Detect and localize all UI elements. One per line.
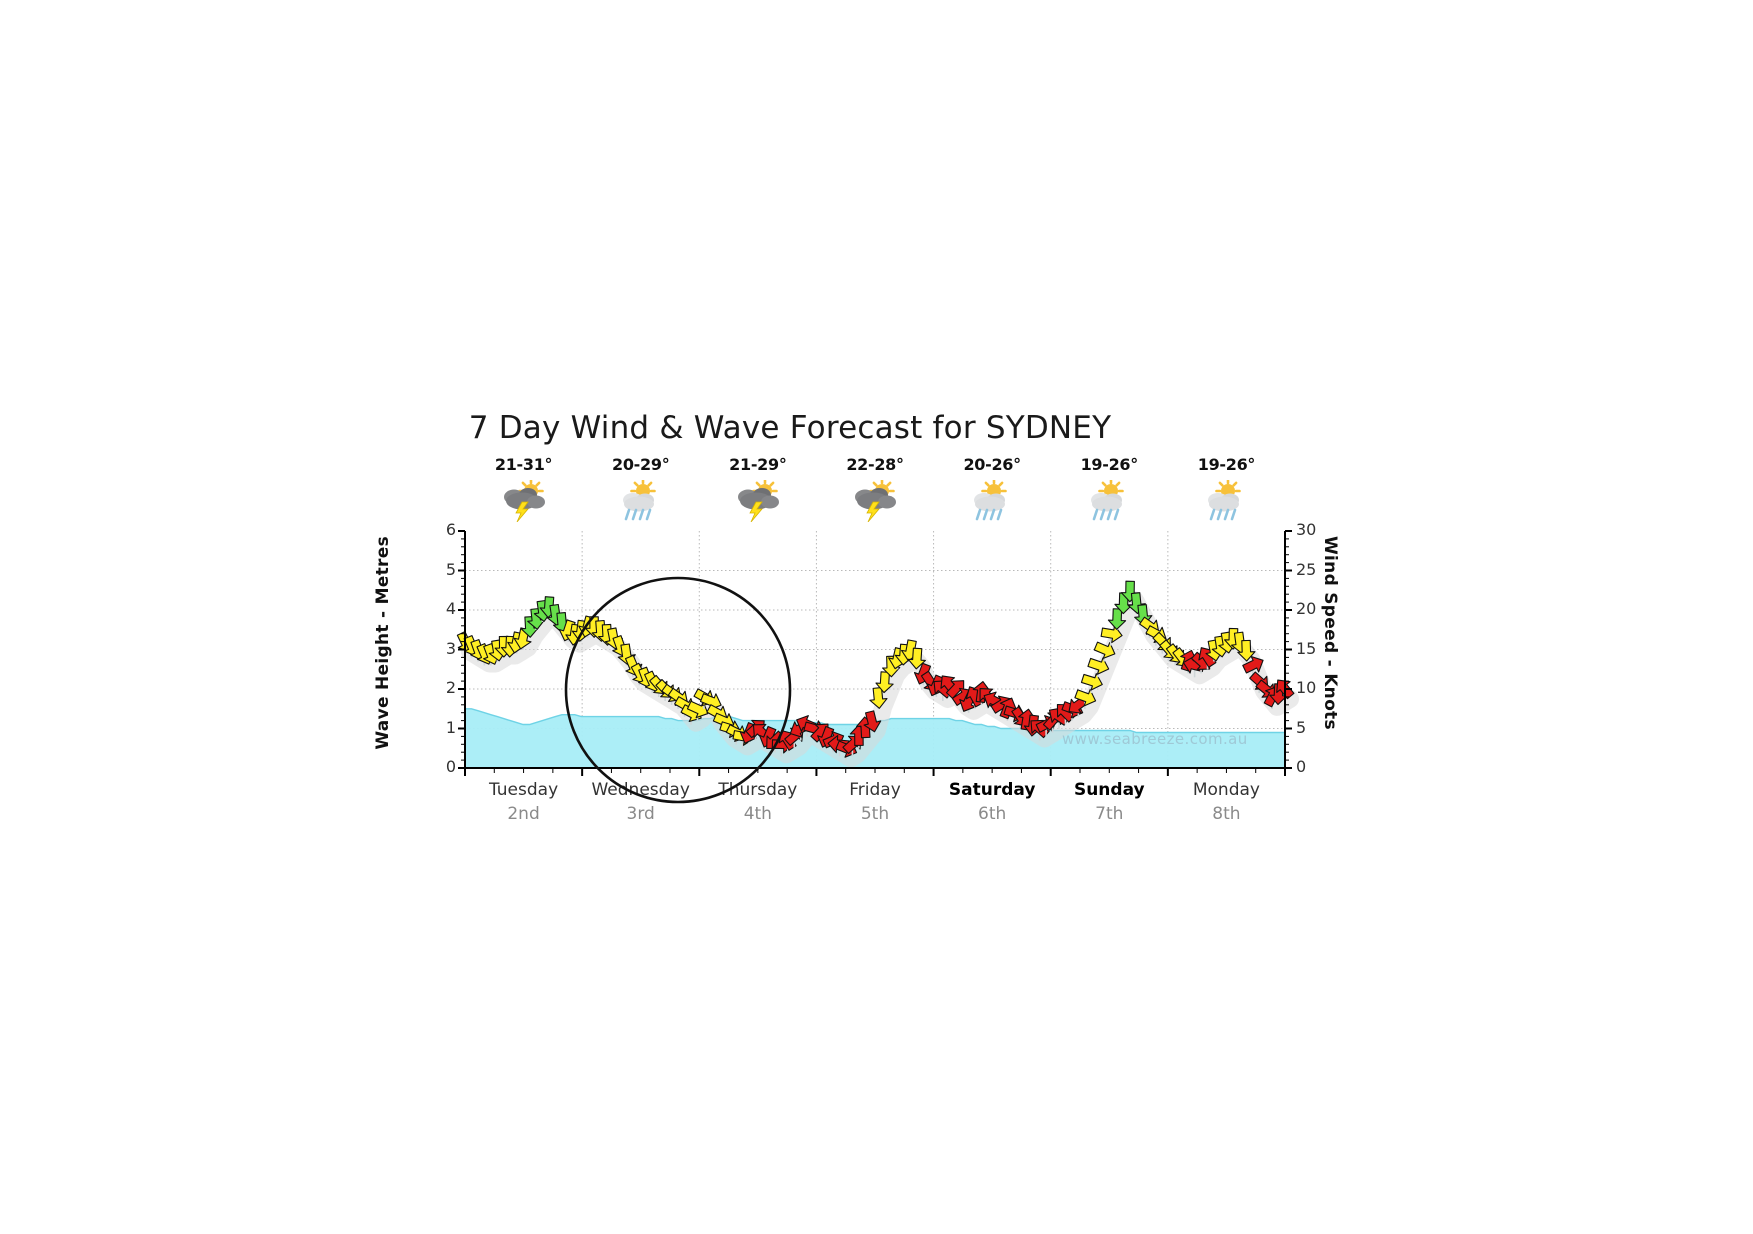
wind-arrow xyxy=(1198,647,1217,668)
day-number: 4th xyxy=(743,804,772,824)
y-tick-right-5: 5 xyxy=(1296,717,1307,737)
y-axis-right-title: Wind Speed - Knots xyxy=(1320,536,1340,730)
sun-cloud-rain-icon xyxy=(622,480,656,521)
x-label-sunday: Sunday 7th xyxy=(1034,780,1184,824)
y-tick-left-2: 2 xyxy=(445,678,456,697)
y-tick-right-0: 0 xyxy=(1296,757,1307,776)
day-temperature-range: 19-26° xyxy=(1197,455,1256,474)
y-tick-left-6: 6 xyxy=(445,520,456,539)
wind-arrow xyxy=(1087,657,1110,675)
sun-cloud-rain-icon xyxy=(1091,480,1125,521)
day-name: Tuesday xyxy=(488,780,559,800)
highlight-circle-annotation xyxy=(564,576,792,804)
x-label-monday: Monday 8th xyxy=(1151,780,1301,824)
wind-arrow xyxy=(863,710,882,733)
wind-arrow xyxy=(1074,689,1097,707)
wind-arrow xyxy=(1242,655,1264,674)
day-number: 2nd xyxy=(507,804,540,824)
y-tick-right-30: 30 xyxy=(1296,520,1317,539)
wind-arrow xyxy=(869,686,888,709)
wind-arrow xyxy=(520,616,539,638)
y-tick-left-5: 5 xyxy=(445,559,456,579)
y-tick-left-0: 0 xyxy=(445,757,456,776)
day-header-friday: 22-28° xyxy=(815,455,935,522)
y-tick-right-15: 15 xyxy=(1296,638,1317,658)
day-header-tuesday: 21-31° xyxy=(464,455,584,522)
weather-icon-wrapper xyxy=(464,480,584,522)
day-temperature-range: 21-31° xyxy=(494,455,553,474)
storm-cloud-lightning-icon xyxy=(737,480,779,522)
wind-arrow xyxy=(907,647,926,670)
sun-cloud-rain-icon xyxy=(974,480,1007,521)
day-number: 3rd xyxy=(626,804,655,824)
wind-arrow xyxy=(527,607,546,630)
day-number: 5th xyxy=(860,804,890,824)
y-tick-right-20: 20 xyxy=(1296,599,1317,618)
day-number: 6th xyxy=(978,804,1007,824)
day-header-saturday: 20-26° xyxy=(932,455,1052,522)
day-name: Wednesday xyxy=(591,780,690,800)
day-header-sunday: 19-26° xyxy=(1049,455,1169,522)
x-label-tuesday: Tuesday 2nd xyxy=(449,780,599,824)
x-label-friday: Friday 5th xyxy=(800,780,950,824)
day-temperature-range: 21-29° xyxy=(729,455,787,474)
wind-arrow xyxy=(1093,641,1116,659)
y-tick-left-1: 1 xyxy=(445,717,456,737)
wind-arrow xyxy=(1080,673,1103,691)
weather-icon-wrapper xyxy=(1166,480,1286,522)
y-tick-right-10: 10 xyxy=(1296,678,1317,697)
y-tick-left-4: 4 xyxy=(445,599,456,618)
x-label-saturday: Saturday 6th xyxy=(917,780,1067,824)
wind-arrow xyxy=(1107,608,1127,630)
weather-icon-wrapper xyxy=(815,480,935,522)
weather-icon-wrapper xyxy=(932,480,1052,522)
sun-cloud-rain-icon xyxy=(1208,480,1242,521)
watermark-text: www.seabreeze.com.au xyxy=(1062,730,1248,748)
storm-cloud-lightning-icon xyxy=(503,480,545,522)
wind-arrow xyxy=(1237,639,1256,662)
day-name: Saturday xyxy=(948,780,1036,800)
storm-cloud-lightning-icon xyxy=(855,480,896,522)
day-name: Monday xyxy=(1192,780,1260,800)
page-title: 7 Day Wind & Wave Forecast for SYDNEY xyxy=(468,410,1112,446)
day-name: Sunday xyxy=(1073,780,1145,800)
day-temperature-range: 20-26° xyxy=(963,455,1021,474)
day-header-thursday: 21-29° xyxy=(698,455,818,522)
day-name: Friday xyxy=(849,780,901,800)
day-number: 7th xyxy=(1095,804,1124,824)
day-header-monday: 19-26° xyxy=(1166,455,1286,522)
weather-icon-wrapper xyxy=(1049,480,1169,522)
day-number: 8th xyxy=(1212,804,1241,824)
day-temperature-range: 20-29° xyxy=(612,455,670,474)
day-temperature-range: 19-26° xyxy=(1080,455,1139,474)
wind-arrow xyxy=(875,671,894,694)
y-tick-left-3: 3 xyxy=(445,638,456,658)
weather-icon-wrapper xyxy=(698,480,818,522)
y-tick-right-25: 25 xyxy=(1296,559,1317,579)
weather-icon-wrapper xyxy=(581,480,701,522)
day-temperature-range: 22-28° xyxy=(846,455,904,474)
day-header-wednesday: 20-29° xyxy=(581,455,701,522)
x-label-wednesday: Wednesday 3rd xyxy=(566,780,716,824)
